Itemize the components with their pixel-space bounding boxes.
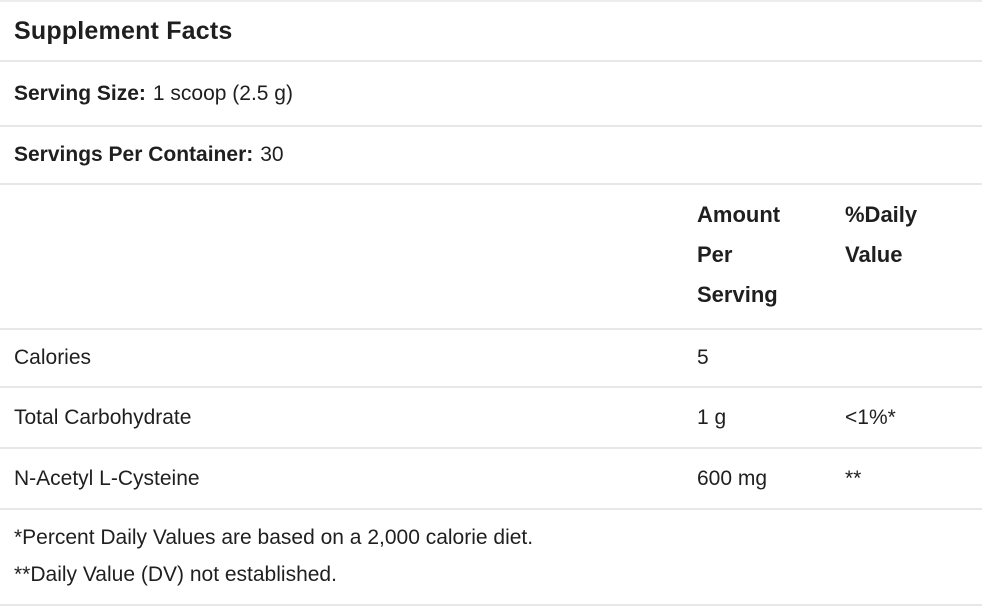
amount-per-serving-header: Amount Per Serving	[697, 202, 781, 307]
nutrient-daily-value: <1%*	[845, 405, 896, 429]
servings-per-container-label: Servings Per Container:	[14, 143, 254, 166]
nutrient-amount: 1 g	[697, 405, 727, 429]
servings-per-container-value: 30	[260, 143, 284, 166]
table-row: Total Carbohydrate 1 g <1%*	[0, 388, 982, 449]
footnote-percent-daily-values: *Percent Daily Values are based on a 2,0…	[14, 526, 534, 549]
servings-per-container-row: Servings Per Container: 30	[0, 127, 982, 185]
table-row: Calories 5	[0, 330, 982, 388]
nutrient-name: Total Carbohydrate	[14, 405, 192, 429]
nutrient-daily-value: **	[845, 466, 862, 490]
footnote-dv-not-established: **Daily Value (DV) not established.	[14, 563, 337, 586]
nutrient-name: Calories	[14, 346, 92, 369]
serving-size-row: Serving Size: 1 scoop (2.5 g)	[0, 62, 982, 127]
nutrient-amount: 600 mg	[697, 466, 768, 490]
panel-title: Supplement Facts	[14, 16, 233, 45]
nutrient-name: N-Acetyl L-Cysteine	[14, 466, 200, 490]
footnotes-section: *Percent Daily Values are based on a 2,0…	[0, 510, 982, 606]
percent-daily-value-header: %Daily Value	[845, 202, 918, 267]
serving-size-value: 1 scoop (2.5 g)	[152, 81, 293, 105]
nutrient-amount: 5	[697, 346, 709, 369]
table-row: N-Acetyl L-Cysteine 600 mg **	[0, 449, 982, 510]
serving-size-label: Serving Size:	[14, 81, 146, 105]
table-header-row: Amount Per Serving %Daily Value	[0, 185, 982, 330]
title-section: Supplement Facts	[0, 2, 982, 62]
